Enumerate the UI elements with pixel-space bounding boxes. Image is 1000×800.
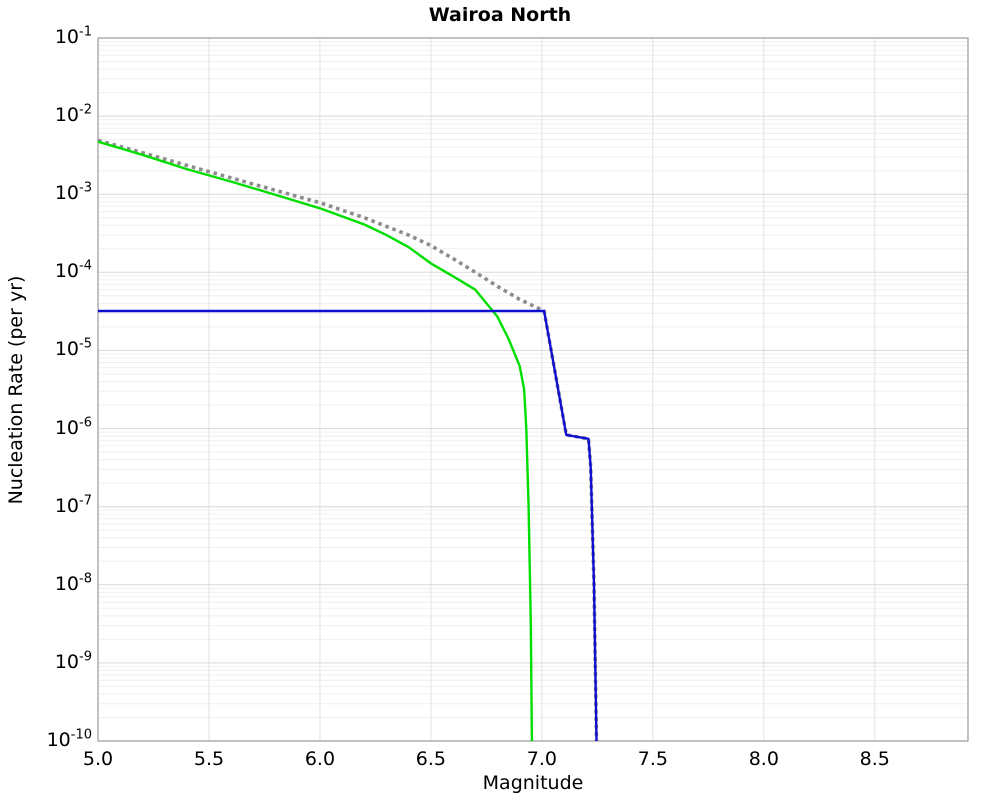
y-tick-label: 10-2 (54, 102, 92, 127)
x-tick-label: 5.0 (82, 748, 114, 770)
y-tick-label: 10-5 (54, 337, 92, 361)
x-tick-label: 7.5 (637, 748, 668, 770)
x-axis-label: Magnitude (482, 772, 584, 794)
major-gridlines (98, 37, 968, 742)
x-tick-label: 7.0 (526, 748, 557, 770)
y-tick-label: 10-8 (54, 571, 92, 595)
y-tick-label: 10-6 (54, 415, 92, 439)
series-blue-solid-mfd (98, 309, 598, 742)
vertical-gridlines (97, 38, 876, 741)
y-tick-label: 10-4 (54, 259, 92, 283)
y-tick-label: 10-7 (54, 493, 92, 517)
chart-title: Wairoa North (428, 4, 572, 26)
y-tick-label: 10-9 (54, 649, 92, 673)
series-green-solid-mfd (97, 140, 534, 742)
plot-frame (97, 37, 969, 742)
y-axis-label: Nucleation Rate (per yr) (5, 275, 27, 505)
x-tick-label: 8.5 (859, 748, 890, 770)
x-tick-label: 6.5 (415, 748, 447, 770)
y-tick-label: 10-3 (54, 180, 92, 205)
minor-gridlines (98, 41, 968, 718)
x-tick-label: 6.0 (304, 748, 336, 770)
y-tick-label: 10-10 (46, 727, 92, 751)
x-tick-label: 5.5 (193, 748, 225, 770)
y-tick-label: 10-1 (54, 24, 92, 48)
x-tick-label: 8.0 (748, 748, 779, 770)
